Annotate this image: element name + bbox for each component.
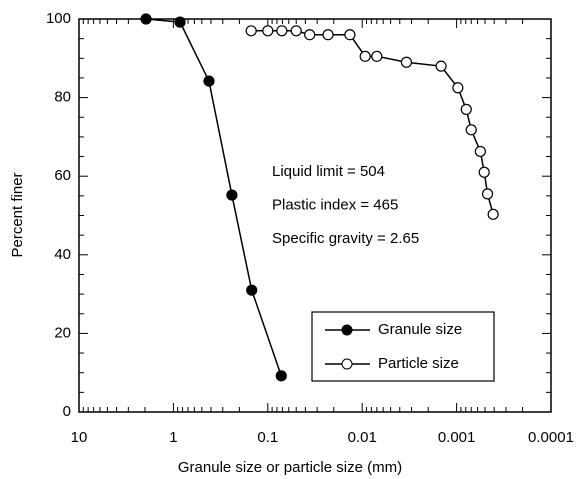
legend-label: Granule size <box>378 321 462 338</box>
data-point <box>174 16 186 28</box>
data-point <box>452 82 464 94</box>
legend-box <box>311 311 495 382</box>
legend-label: Particle size <box>378 355 459 372</box>
y-tick-label: 80 <box>54 89 71 106</box>
data-point <box>245 25 257 37</box>
data-point <box>344 29 356 41</box>
series-line <box>145 18 282 377</box>
x-tick-label: 0.001 <box>438 429 476 446</box>
data-point <box>304 29 316 41</box>
y-tick-label: 40 <box>54 246 71 263</box>
data-point <box>460 103 472 115</box>
y-tick-label: 60 <box>54 167 71 184</box>
legend-marker <box>341 324 353 336</box>
y-tick-label: 100 <box>46 10 71 27</box>
y-tick-label: 0 <box>63 403 71 420</box>
data-point <box>478 166 490 178</box>
data-point <box>203 75 215 87</box>
annotation: Plastic index = 465 <box>272 196 398 213</box>
y-axis-title: Percent finer <box>9 172 26 257</box>
data-point <box>276 25 288 37</box>
data-point <box>465 124 477 136</box>
data-point <box>226 189 238 201</box>
data-point <box>371 50 383 62</box>
data-point <box>481 188 494 200</box>
data-point <box>140 13 152 25</box>
data-point <box>262 25 274 37</box>
legend-marker <box>341 358 353 370</box>
x-tick-label: 0.0001 <box>528 429 574 446</box>
data-point <box>474 145 486 158</box>
y-tick-label: 20 <box>54 324 71 341</box>
x-tick-label: 0.1 <box>257 429 278 446</box>
x-tick-label: 1 <box>169 429 177 446</box>
data-point <box>290 25 302 37</box>
data-point <box>359 50 371 62</box>
annotation: Specific gravity = 2.65 <box>272 230 419 247</box>
data-point <box>322 29 334 41</box>
data-point <box>275 370 287 382</box>
data-point <box>400 56 413 68</box>
x-tick-label: 10 <box>71 429 88 446</box>
data-point <box>435 60 447 72</box>
annotation: Liquid limit = 504 <box>272 163 385 180</box>
data-point <box>246 284 258 296</box>
x-axis-title: Granule size or particle size (mm) <box>178 459 402 476</box>
data-point <box>487 208 499 220</box>
x-tick-label: 0.01 <box>348 429 377 446</box>
